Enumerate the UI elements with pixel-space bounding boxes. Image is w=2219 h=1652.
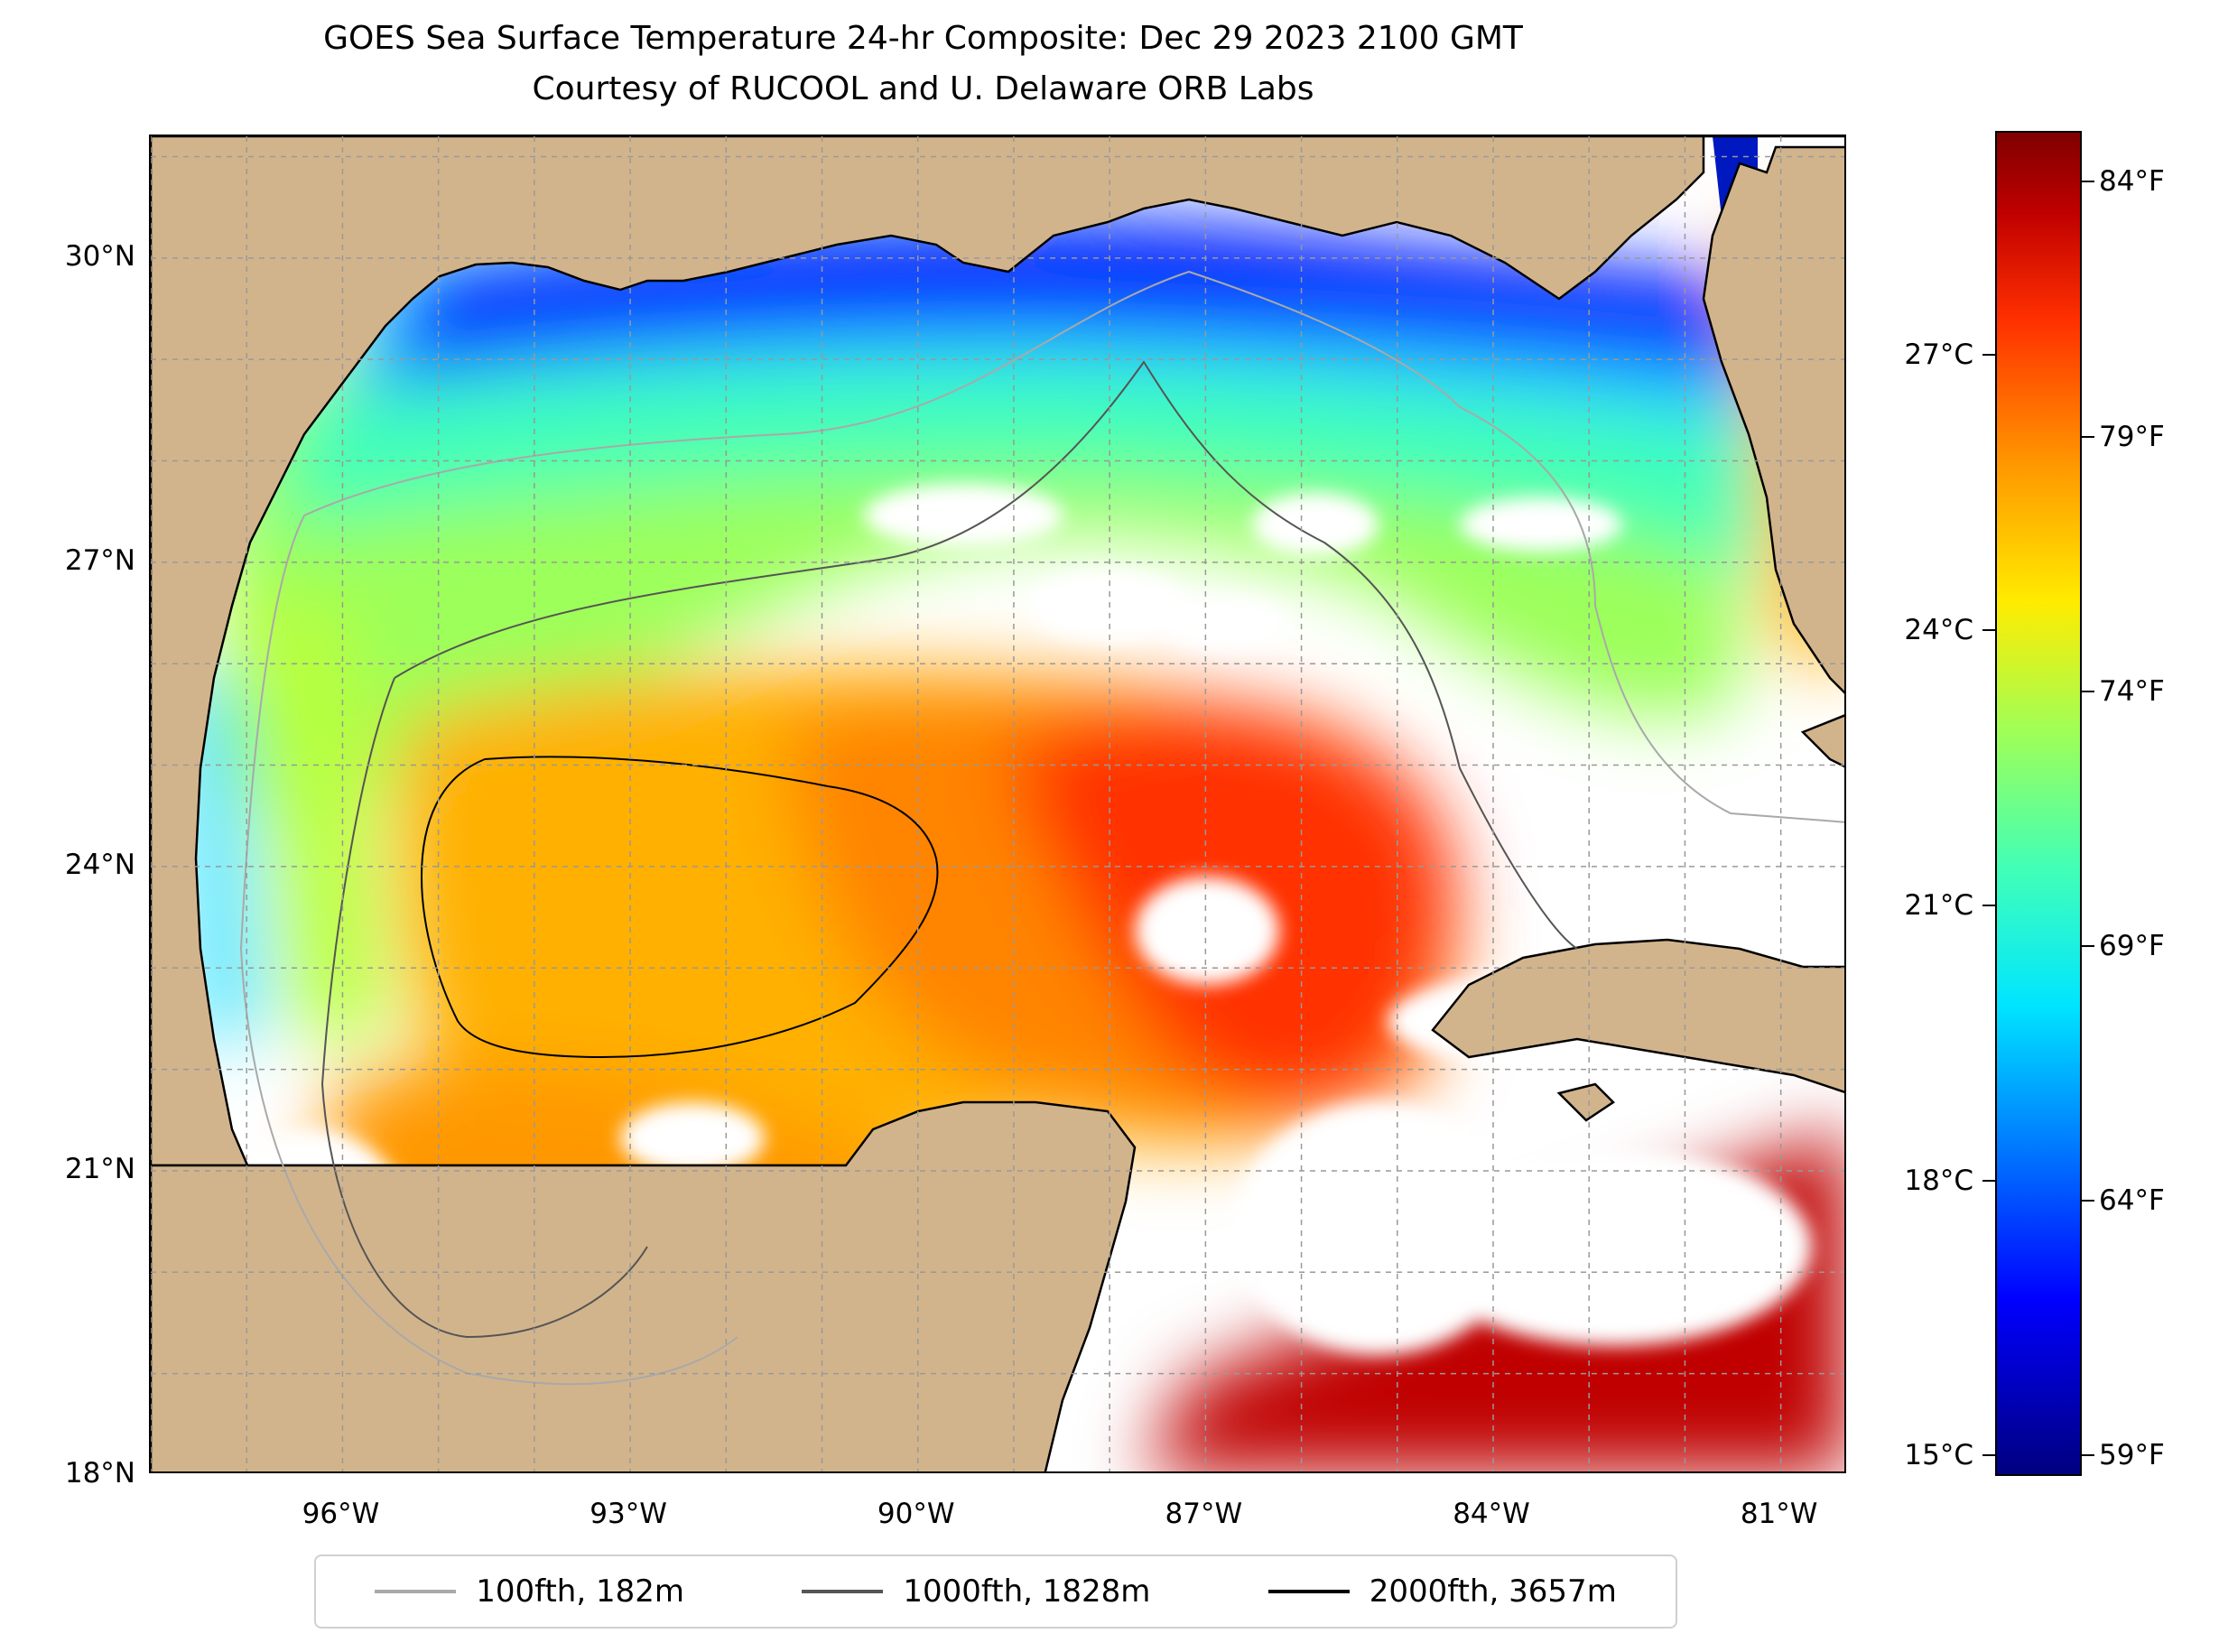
lat-tick-label: 24°N xyxy=(64,848,135,881)
colorbar-label-f: 79°F xyxy=(2099,420,2165,453)
legend-label-2000fth: 2000fth, 3657m xyxy=(1369,1573,1617,1610)
colorbar-label-f: 64°F xyxy=(2099,1184,2165,1218)
colorbar-tick-c xyxy=(1982,354,1995,357)
colorbar-label-c: 27°C xyxy=(1904,339,1973,372)
colorbar-label-f: 69°F xyxy=(2099,930,2165,963)
colorbar-label-f: 74°F xyxy=(2099,674,2165,708)
colorbar-tick-c xyxy=(1982,1454,1995,1457)
bathymetry-contours xyxy=(239,270,1844,1386)
colorbar xyxy=(1995,131,2082,1476)
sst-map xyxy=(149,135,1846,1473)
contour-1000fth xyxy=(320,360,1578,1339)
colorbar-tick-f xyxy=(2082,1454,2094,1457)
lon-tick-label: 93°W xyxy=(590,1498,667,1530)
colorbar-tick-f xyxy=(2082,690,2094,692)
colorbar-label-c: 15°C xyxy=(1904,1439,1973,1472)
map-title: GOES Sea Surface Temperature 24-hr Compo… xyxy=(323,20,1523,57)
lon-tick-label: 87°W xyxy=(1165,1498,1243,1530)
colorbar-tick-f xyxy=(2082,435,2094,438)
lat-tick-label: 18°N xyxy=(64,1457,135,1490)
colorbar-label-c: 24°C xyxy=(1904,614,1973,647)
legend-item-100fth: 100fth, 182m xyxy=(375,1573,684,1610)
map-canvas xyxy=(151,136,1844,1471)
colorbar-tick-f xyxy=(2082,945,2094,948)
colorbar-label-f: 84°F xyxy=(2099,165,2165,199)
lon-tick-label: 81°W xyxy=(1740,1498,1818,1530)
legend-item-1000fth: 1000fth, 1828m xyxy=(802,1573,1150,1610)
lon-tick-label: 90°W xyxy=(877,1498,955,1530)
colorbar-label-c: 21°C xyxy=(1904,888,1973,922)
colorbar-tick-c xyxy=(1982,1179,1995,1182)
contour-100fth xyxy=(239,270,1844,1386)
legend-label-1000fth: 1000fth, 1828m xyxy=(903,1573,1151,1610)
contour-legend: 100fth, 182m 1000fth, 1828m 2000fth, 365… xyxy=(314,1555,1677,1629)
legend-item-2000fth: 2000fth, 3657m xyxy=(1267,1573,1617,1610)
contour-2000fth xyxy=(420,756,939,1059)
colorbar-tick-f xyxy=(2082,181,2094,183)
lat-tick-label: 30°N xyxy=(64,239,135,273)
colorbar-label-f: 59°F xyxy=(2099,1439,2165,1472)
map-subtitle: Courtesy of RUCOOL and U. Delaware ORB L… xyxy=(532,70,1314,107)
land xyxy=(151,136,1844,1471)
lon-tick-label: 96°W xyxy=(302,1498,380,1530)
colorbar-tick-c xyxy=(1982,904,1995,906)
colorbar-tick-c xyxy=(1982,629,1995,632)
lon-tick-label: 84°W xyxy=(1453,1498,1530,1530)
legend-swatch-1000fth xyxy=(802,1590,884,1593)
colorbar-tick-f xyxy=(2082,1200,2094,1202)
legend-swatch-100fth xyxy=(375,1590,457,1593)
gridlines xyxy=(151,136,1844,1471)
lat-tick-label: 27°N xyxy=(64,543,135,577)
colorbar-label-c: 18°C xyxy=(1904,1164,1973,1197)
legend-label-100fth: 100fth, 182m xyxy=(476,1573,684,1610)
legend-swatch-2000fth xyxy=(1267,1590,1350,1593)
lat-tick-label: 21°N xyxy=(64,1152,135,1185)
